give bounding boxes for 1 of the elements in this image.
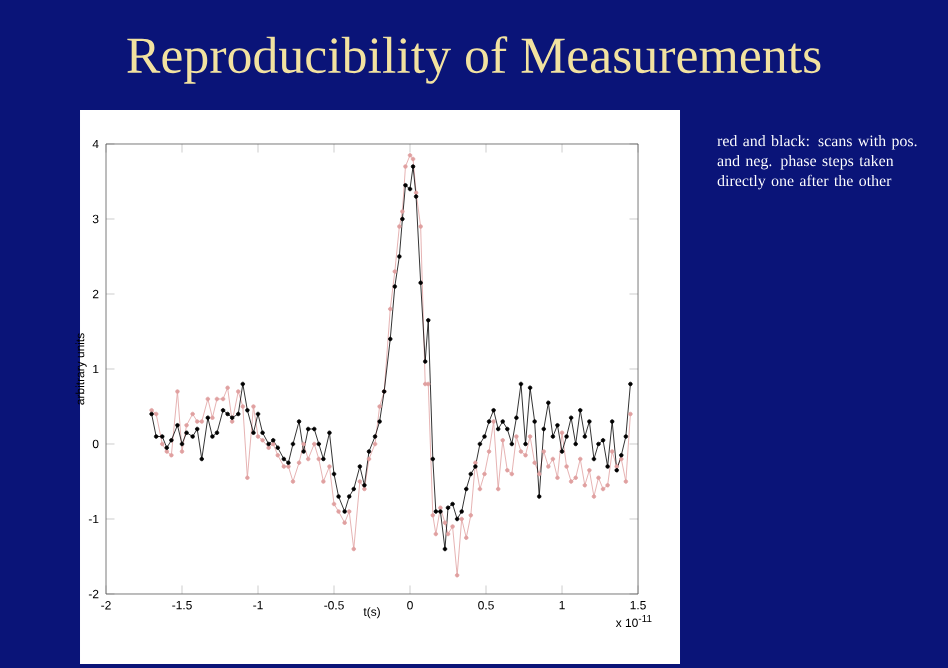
chart-title: Reproducibility of Measurements — [127, 36, 821, 84]
